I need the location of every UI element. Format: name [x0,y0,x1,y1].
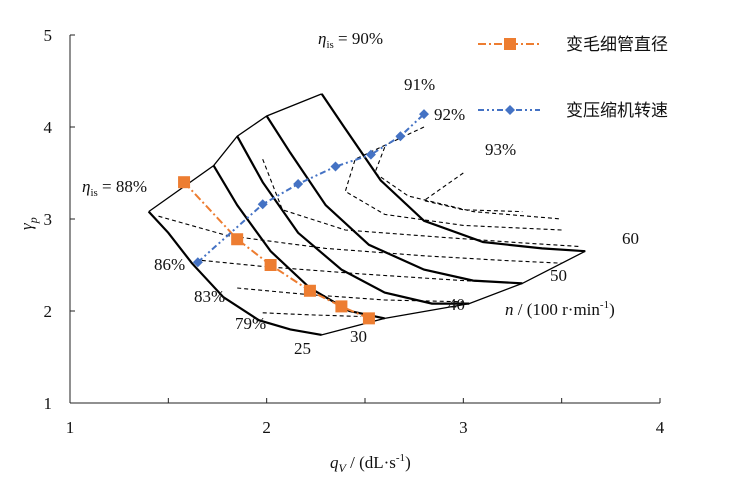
x-tick-label: 1 [66,418,75,437]
speed-lines [147,93,586,336]
x-axis-title: qV / (dL·s-1) [330,452,411,475]
data-series [178,109,429,325]
efficiency-contour-90 [262,159,582,248]
y-tick-label: 3 [44,210,53,229]
efficiency-contour-91 [344,126,562,231]
eta-86-label: 86% [154,255,185,274]
series-point-speed [419,109,429,120]
axis-ticks: 1 2 3 4 1 2 3 4 5 [44,26,665,437]
y-tick-label: 4 [44,118,53,137]
speed-label-30: 30 [350,327,367,346]
efficiency-contour-93 [422,172,523,213]
speed-label-50: 50 [550,266,567,285]
efficiency-contour-83 [237,287,464,303]
eta-88-label: ηis = 88% [82,177,147,199]
surge-boundary [148,93,322,213]
series-point-capillary [178,176,191,189]
series-point-capillary [362,312,375,325]
eta-79-label: 79% [235,314,266,333]
y-tick-label: 1 [44,394,53,413]
speed-label-40: 40 [448,295,465,314]
series-point-capillary [303,284,316,297]
series-point-capillary [335,300,348,313]
legend-label-capillary: 变毛细管直径 [566,35,668,54]
speed-line-30 [212,165,385,320]
series-point-speed [330,161,341,172]
series-line-0 [183,181,370,320]
series-point-speed [395,131,406,142]
legend-marker-speed [505,105,515,115]
series-point-capillary [231,233,244,246]
x-tick-label: 2 [262,418,271,437]
series-point-speed [192,257,203,268]
speed-line-60 [320,93,586,253]
series-point-speed [293,179,304,190]
legend-marker-capillary [504,38,516,50]
x-tick-label: 3 [459,418,468,437]
efficiency-contour-88 [158,215,562,264]
eta-90-label: ηis = 90% [318,29,383,51]
speed-label-25: 25 [294,339,311,358]
speed-line-25 [147,210,322,336]
eta-91-label: 91% [404,75,435,94]
y-axis-title: γp [17,217,40,230]
eta-92-label: 92% [434,105,465,124]
series-point-speed [257,199,268,210]
eta-83-label: 83% [194,287,225,306]
legend: 变毛细管直径 变压缩机转速 [478,35,668,120]
x-tick-label: 4 [656,418,665,437]
series-point-capillary [264,259,277,271]
y-tick-label: 2 [44,302,53,321]
eta-93-label: 93% [485,140,516,159]
efficiency-contour-79 [262,312,362,318]
speed-line-40 [236,135,470,305]
efficiency-contour-92 [374,147,562,220]
speed-line-50 [265,115,523,285]
choke-boundary [321,250,586,336]
y-tick-label: 5 [44,26,53,45]
speed-label-60: 60 [622,229,639,248]
speed-unit-label: n / (100 r·min-1) [505,299,615,319]
series-point-speed [365,149,376,160]
legend-label-speed: 变压缩机转速 [566,101,668,120]
